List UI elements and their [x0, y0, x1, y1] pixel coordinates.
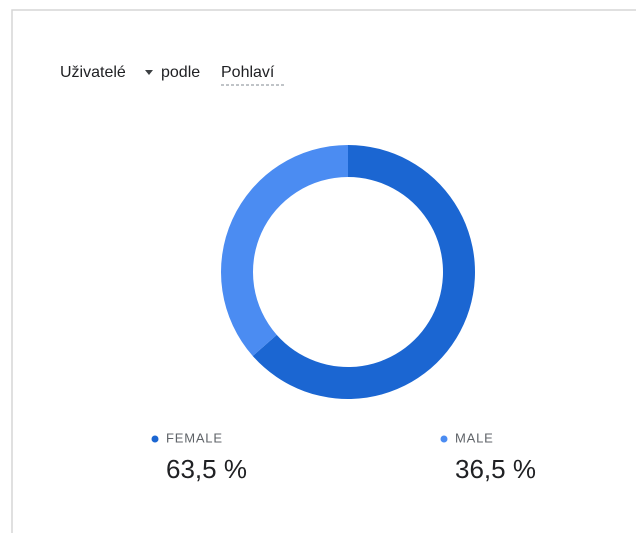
legend-value: 36,5 %	[455, 454, 536, 484]
donut	[221, 145, 476, 400]
title-connector: podle	[161, 64, 200, 81]
card	[11, 9, 636, 533]
legend-dot	[440, 435, 448, 443]
legend-value: 63,5 %	[166, 454, 247, 484]
donut-segment	[252, 145, 476, 400]
legend-label: FEMALE	[166, 430, 223, 445]
legend-dot	[151, 435, 159, 443]
dropdown-arrow[interactable]	[145, 70, 153, 75]
donut-segment	[221, 145, 348, 356]
metric-selector[interactable]: Uživatelé	[60, 64, 126, 81]
dimension-selector[interactable]: Pohlaví	[221, 64, 275, 81]
legend-label: MALE	[455, 430, 494, 445]
